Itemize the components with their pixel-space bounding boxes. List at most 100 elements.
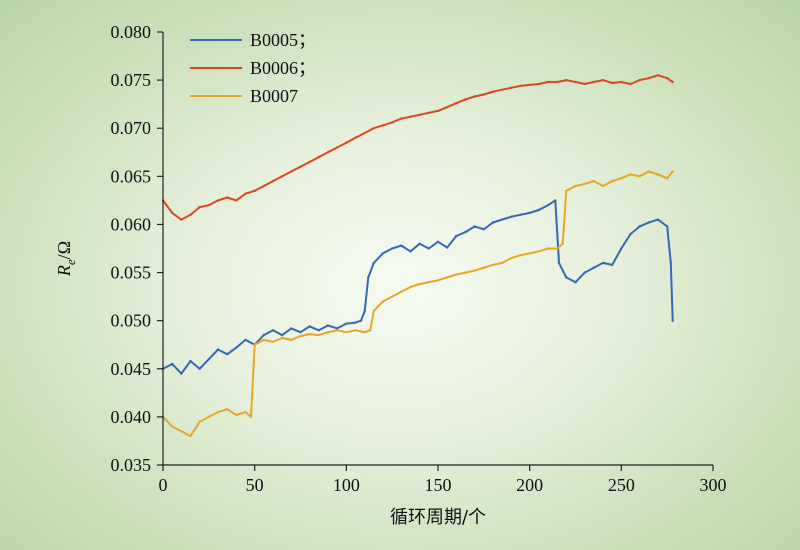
data-point [409, 285, 412, 289]
data-point [381, 252, 385, 255]
data-point [171, 425, 174, 428]
y-axis-title-subscript: e [63, 259, 78, 265]
data-point [464, 98, 467, 101]
data-point [574, 184, 577, 188]
data-point [354, 321, 357, 324]
data-point [473, 95, 476, 98]
data-point [244, 338, 247, 342]
data-point [473, 225, 476, 228]
data-point [290, 327, 293, 330]
data-point [336, 329, 339, 332]
data-point [620, 247, 623, 250]
data-point [369, 329, 372, 332]
data-point [354, 136, 357, 139]
y-axis-title: Re/Ω [54, 241, 78, 277]
data-point [189, 434, 192, 438]
data-point [638, 78, 641, 82]
data-point [519, 213, 522, 216]
data-point [244, 192, 247, 195]
data-point [601, 184, 605, 188]
data-point [290, 170, 293, 173]
data-point [565, 78, 568, 82]
data-point [299, 165, 302, 168]
data-point [601, 78, 605, 82]
data-point [308, 160, 311, 164]
data-point [317, 333, 320, 337]
data-point [620, 177, 623, 180]
data-point [510, 215, 513, 218]
data-point [671, 319, 674, 322]
data-point [574, 281, 577, 284]
data-point [198, 205, 201, 209]
data-point [363, 331, 366, 334]
data-point [666, 225, 669, 228]
data-point [647, 221, 650, 224]
data-point [345, 331, 348, 334]
data-point [528, 252, 531, 255]
data-point [391, 247, 394, 250]
data-point [436, 279, 440, 282]
data-point [372, 127, 375, 130]
data-point [326, 151, 330, 154]
data-point [189, 213, 192, 216]
data-point [171, 362, 174, 366]
data-point [537, 82, 540, 86]
data-point [367, 276, 370, 279]
data-point [262, 333, 265, 337]
data-point [381, 124, 385, 127]
data-point [400, 244, 403, 247]
x-tick-label: 0 [159, 475, 168, 495]
data-point [565, 189, 568, 192]
data-point [556, 247, 559, 250]
data-point [455, 234, 458, 238]
x-axis-ticks: 0 50 100 150 200 250 300 [159, 465, 727, 495]
data-point [281, 333, 284, 337]
data-point [556, 80, 559, 84]
data-point [299, 334, 302, 338]
data-point [528, 83, 531, 87]
data-point [391, 295, 394, 298]
data-point [171, 211, 174, 215]
data-point [638, 225, 641, 228]
data-point [510, 86, 513, 90]
data-point [345, 322, 348, 325]
data-point [216, 410, 220, 414]
data-point [647, 170, 650, 173]
data-point [501, 88, 504, 91]
data-point [180, 430, 183, 433]
data-point [464, 271, 467, 274]
data-point [656, 74, 660, 77]
y-axis-title-unit: /Ω [54, 241, 74, 259]
y-tick-label: 0.055 [111, 263, 152, 283]
data-point [359, 319, 363, 322]
series-line-1 [162, 199, 674, 375]
data-point [372, 261, 375, 265]
data-point [546, 247, 550, 250]
data-point [409, 250, 412, 253]
data-point [510, 256, 513, 260]
data-point [244, 410, 247, 414]
data-point [620, 80, 623, 84]
data-point [249, 415, 253, 419]
data-point [491, 221, 495, 224]
data-point [455, 273, 458, 276]
data-point [281, 336, 284, 340]
data-point [189, 359, 192, 363]
legend-label: B0007 [250, 86, 298, 106]
y-tick-label: 0.060 [111, 214, 152, 234]
data-point [226, 353, 229, 356]
data-point [537, 208, 540, 212]
data-point [400, 290, 403, 293]
y-tick-label: 0.065 [111, 166, 152, 186]
data-point [565, 276, 568, 279]
data-point [427, 111, 430, 115]
x-tick-label: 50 [246, 475, 264, 495]
data-point [546, 80, 550, 84]
data-point [482, 228, 485, 231]
y-tick-label: 0.075 [111, 70, 152, 90]
data-point [436, 240, 440, 243]
data-point [207, 415, 210, 419]
data-point [611, 179, 614, 183]
data-point [299, 331, 302, 334]
